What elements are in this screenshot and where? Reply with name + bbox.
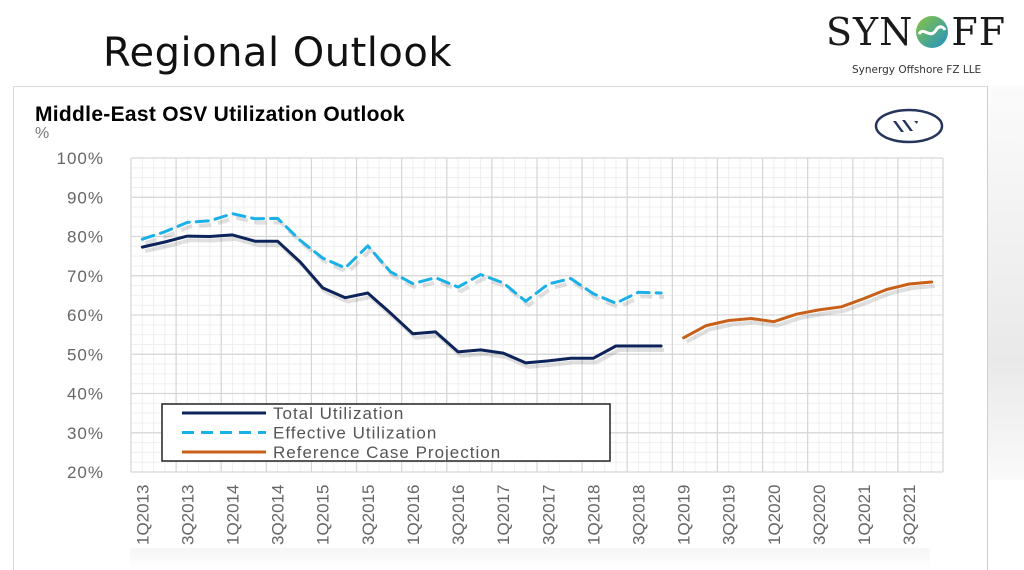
y-tick-label: 100% xyxy=(57,149,104,168)
x-tick-label: 3Q2014 xyxy=(269,485,288,546)
series-shadow xyxy=(145,239,664,367)
series-shadow xyxy=(145,218,664,308)
x-tick-label: 1Q2021 xyxy=(855,485,874,546)
x-tick-label: 1Q2015 xyxy=(314,485,333,546)
legend-label: Total Utilization xyxy=(273,404,404,423)
label-reflection xyxy=(130,548,930,569)
y-tick-label: 30% xyxy=(67,424,104,443)
x-tick-label: 3Q2016 xyxy=(449,485,468,546)
y-tick-label: 20% xyxy=(67,463,104,482)
x-tick-label: 3Q2017 xyxy=(539,485,558,546)
x-tick-label: 1Q2019 xyxy=(675,485,694,546)
x-tick-label: 3Q2018 xyxy=(630,485,649,546)
x-tick-label: 3Q2013 xyxy=(178,485,197,546)
y-tick-label: 80% xyxy=(67,228,104,247)
y-tick-labels: 100% 90% 80% 70% 60% 50% 40% 30% 20% xyxy=(57,149,104,482)
y-tick-label: 60% xyxy=(67,306,104,325)
legend-label: Effective Utilization xyxy=(273,424,437,443)
x-tick-labels: 1Q2013 3Q2013 1Q2014 3Q2014 1Q2015 3Q2015 1Q20… xyxy=(133,485,919,546)
x-tick-label: 3Q2020 xyxy=(810,485,829,546)
legend-label: Reference Case Projection xyxy=(273,443,501,462)
x-tick-label: 1Q2016 xyxy=(404,485,423,546)
x-tick-label: 3Q2019 xyxy=(720,485,739,546)
x-tick-label: 1Q2013 xyxy=(133,485,152,546)
x-tick-label: 1Q2018 xyxy=(584,485,603,546)
y-tick-label: 90% xyxy=(67,188,104,207)
x-tick-label: 1Q2014 xyxy=(224,485,243,546)
x-tick-label: 1Q2020 xyxy=(765,485,784,546)
y-tick-label: 50% xyxy=(67,345,104,364)
x-tick-label: 3Q2015 xyxy=(359,485,378,546)
x-tick-label: 3Q2021 xyxy=(900,485,919,546)
y-tick-label: 70% xyxy=(67,267,104,286)
y-tick-label: 40% xyxy=(67,385,104,404)
x-tick-label: 1Q2017 xyxy=(494,485,513,545)
